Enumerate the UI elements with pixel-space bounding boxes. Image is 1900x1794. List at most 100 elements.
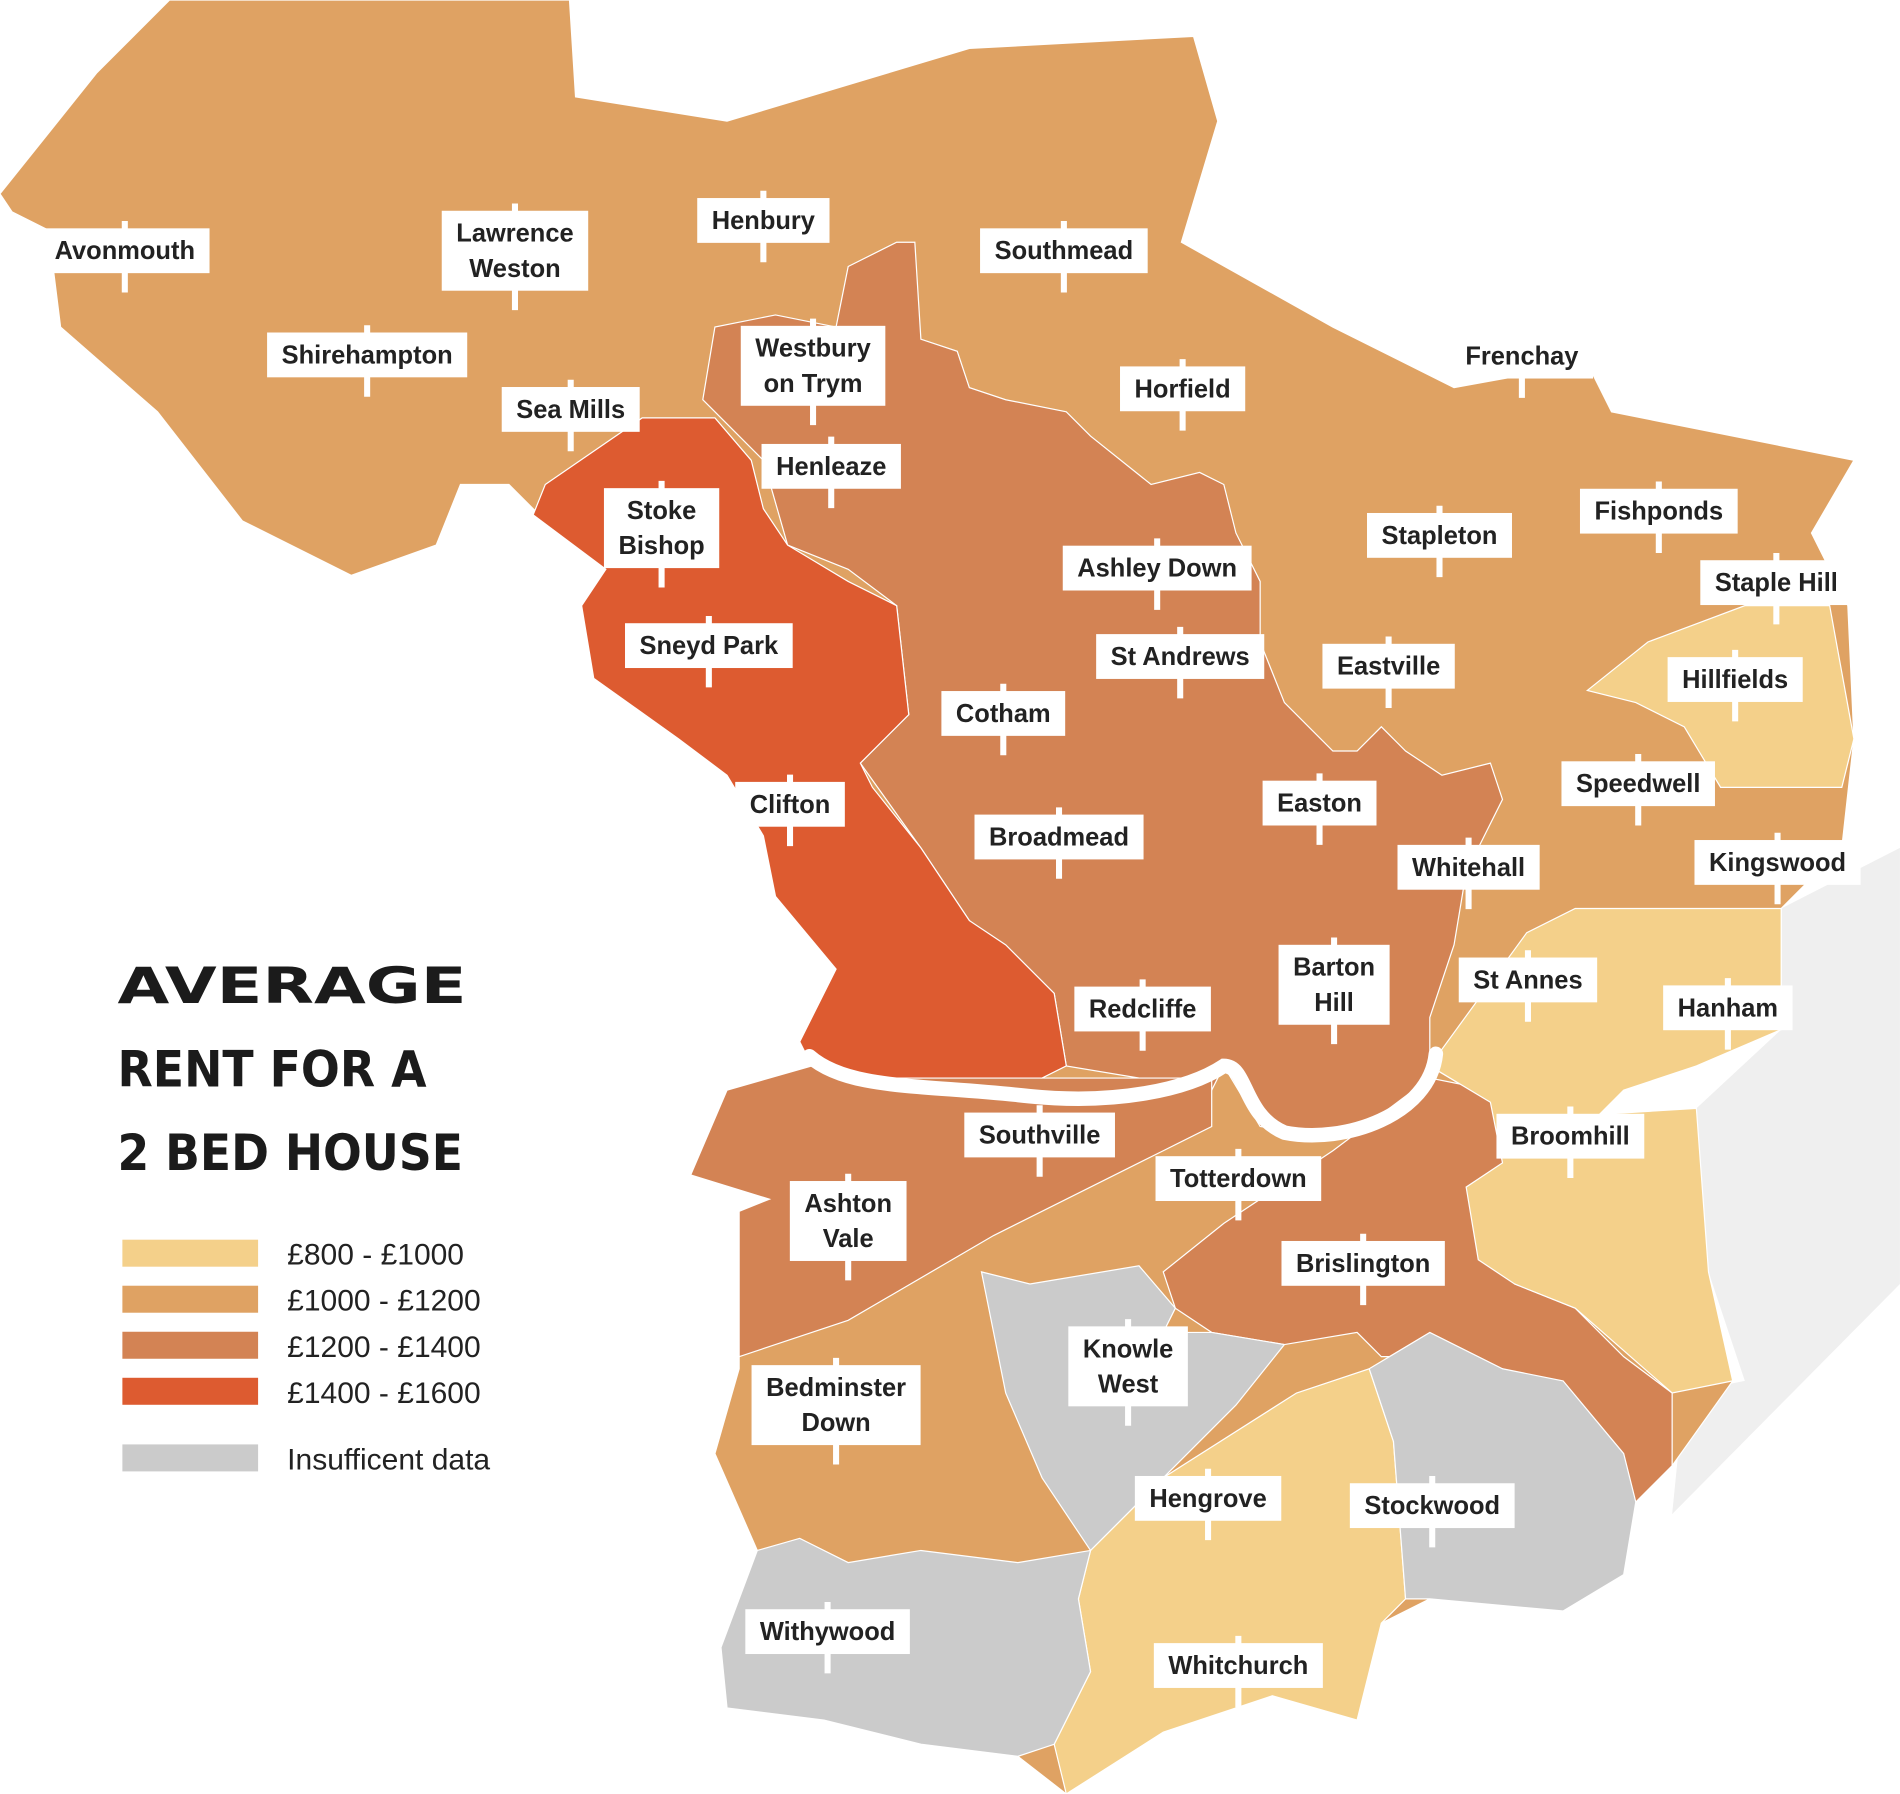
place-label: Westbury on Trym bbox=[740, 318, 886, 426]
sign-box bbox=[1397, 844, 1540, 890]
sign-box bbox=[1281, 1240, 1445, 1286]
place-name: Southmead bbox=[995, 237, 1134, 265]
place-name: Easton bbox=[1277, 790, 1362, 818]
place-name: Stockwood bbox=[1364, 1492, 1500, 1520]
legend-swatch bbox=[122, 1285, 259, 1313]
place-label: Southville bbox=[964, 1105, 1115, 1177]
place-label: Sneyd Park bbox=[625, 615, 793, 688]
place-name: Weston bbox=[469, 255, 560, 283]
place-name: Shirehampton bbox=[282, 341, 453, 369]
sign-box bbox=[267, 332, 468, 378]
sign-box bbox=[441, 210, 589, 291]
place-label: St Annes bbox=[1458, 950, 1598, 1022]
place-name: West bbox=[1098, 1370, 1159, 1398]
sign-box bbox=[964, 1112, 1115, 1158]
sign-box bbox=[1579, 488, 1738, 534]
place-label: Broomhill bbox=[1496, 1106, 1645, 1178]
place-name: Speedwell bbox=[1576, 770, 1700, 798]
sign-box bbox=[735, 781, 845, 827]
sign-box bbox=[1663, 985, 1793, 1031]
place-name: Bedminster bbox=[766, 1374, 906, 1402]
place-name: Totterdown bbox=[1170, 1165, 1307, 1193]
place-name: Horfield bbox=[1135, 375, 1231, 403]
sign-box bbox=[1322, 643, 1455, 689]
place-label: Speedwell bbox=[1561, 754, 1715, 826]
sign-box bbox=[40, 228, 210, 274]
legend-label: Insufficent data bbox=[287, 1443, 490, 1476]
district bbox=[532, 417, 1067, 1079]
sign-box bbox=[1458, 957, 1598, 1003]
legend-title: RENT FOR A bbox=[118, 1041, 427, 1099]
place-name: Stoke bbox=[627, 497, 696, 525]
place-name: Vale bbox=[823, 1225, 874, 1253]
legend-label: £1000 - £1200 bbox=[287, 1285, 481, 1318]
sign-box bbox=[697, 198, 830, 243]
legend-title: 2 BED HOUSE bbox=[118, 1124, 463, 1182]
place-label: Shirehampton bbox=[267, 325, 468, 397]
district bbox=[1368, 1331, 1637, 1612]
sign-box bbox=[751, 1365, 921, 1446]
place-name: St Andrews bbox=[1111, 643, 1250, 671]
place-name: Southville bbox=[979, 1121, 1101, 1149]
place-name: Ashley Down bbox=[1077, 555, 1237, 583]
place-label: Knowle West bbox=[1068, 1319, 1188, 1426]
place-name: Whitehall bbox=[1412, 854, 1525, 882]
legend-label: £800 - £1000 bbox=[287, 1239, 464, 1272]
sign-box bbox=[1700, 560, 1853, 606]
place-name: Henleaze bbox=[776, 453, 886, 481]
sign-box bbox=[789, 1181, 907, 1261]
place-label: Easton bbox=[1262, 773, 1377, 845]
sign-box bbox=[1120, 366, 1246, 412]
place-label: Stapleton bbox=[1367, 505, 1512, 578]
place-name: Bishop bbox=[618, 532, 704, 560]
legend-title: AVERAGE bbox=[118, 957, 467, 1015]
place-name: Staple Hill bbox=[1715, 569, 1838, 597]
place-name: Avonmouth bbox=[55, 237, 195, 265]
legend-swatch bbox=[122, 1377, 259, 1405]
district bbox=[980, 1265, 1286, 1552]
place-name: St Annes bbox=[1473, 966, 1582, 994]
place-label: Bedminster Down bbox=[751, 1357, 921, 1465]
place-label: Eastville bbox=[1322, 636, 1455, 709]
place-name: on Trym bbox=[764, 370, 863, 398]
place-label: Totterdown bbox=[1155, 1148, 1322, 1221]
place-label: Brislington bbox=[1281, 1233, 1445, 1306]
place-name: Henbury bbox=[712, 207, 816, 235]
sign-box bbox=[740, 325, 886, 406]
place-label: Ashton Vale bbox=[789, 1173, 907, 1281]
sign-box bbox=[1667, 657, 1803, 702]
legend-swatch bbox=[122, 1444, 259, 1472]
place-label: Staple Hill bbox=[1700, 552, 1853, 625]
place-name: Withywood bbox=[760, 1618, 895, 1646]
place-name: Sneyd Park bbox=[640, 632, 779, 660]
legend-swatch bbox=[122, 1331, 259, 1359]
place-label: Clifton bbox=[735, 774, 845, 847]
outside-area bbox=[1672, 847, 1900, 1515]
sign-box bbox=[1134, 1475, 1282, 1521]
place-name: Brislington bbox=[1296, 1250, 1430, 1278]
sign-box bbox=[1074, 986, 1211, 1032]
place-label: Hillfields bbox=[1667, 649, 1803, 722]
place-label: Hanham bbox=[1663, 978, 1793, 1050]
sign-box bbox=[761, 443, 901, 489]
place-name: Hillfields bbox=[1682, 666, 1788, 694]
place-label: Sea Mills bbox=[501, 379, 640, 452]
sign-box bbox=[1153, 1643, 1323, 1688]
sign-box bbox=[1278, 944, 1390, 1025]
place-label: Hengrove bbox=[1134, 1468, 1282, 1541]
sign-box bbox=[980, 228, 1148, 274]
sign-box bbox=[1068, 1326, 1188, 1407]
place-name: Eastville bbox=[1337, 653, 1440, 681]
place-label: Whitchurch bbox=[1153, 1635, 1323, 1708]
sign-box bbox=[1096, 634, 1265, 679]
place-name: Cotham bbox=[956, 700, 1051, 728]
sign-box bbox=[1062, 545, 1252, 591]
place-name: Fishponds bbox=[1595, 498, 1724, 526]
place-name: Clifton bbox=[750, 791, 831, 819]
place-name: Frenchay bbox=[1465, 343, 1579, 371]
place-name: Hengrove bbox=[1149, 1485, 1266, 1513]
place-name: Barton bbox=[1293, 954, 1375, 982]
legend-swatch bbox=[122, 1239, 259, 1267]
place-label: Kingswood bbox=[1694, 832, 1861, 905]
place-label: Broadmead bbox=[974, 807, 1144, 879]
